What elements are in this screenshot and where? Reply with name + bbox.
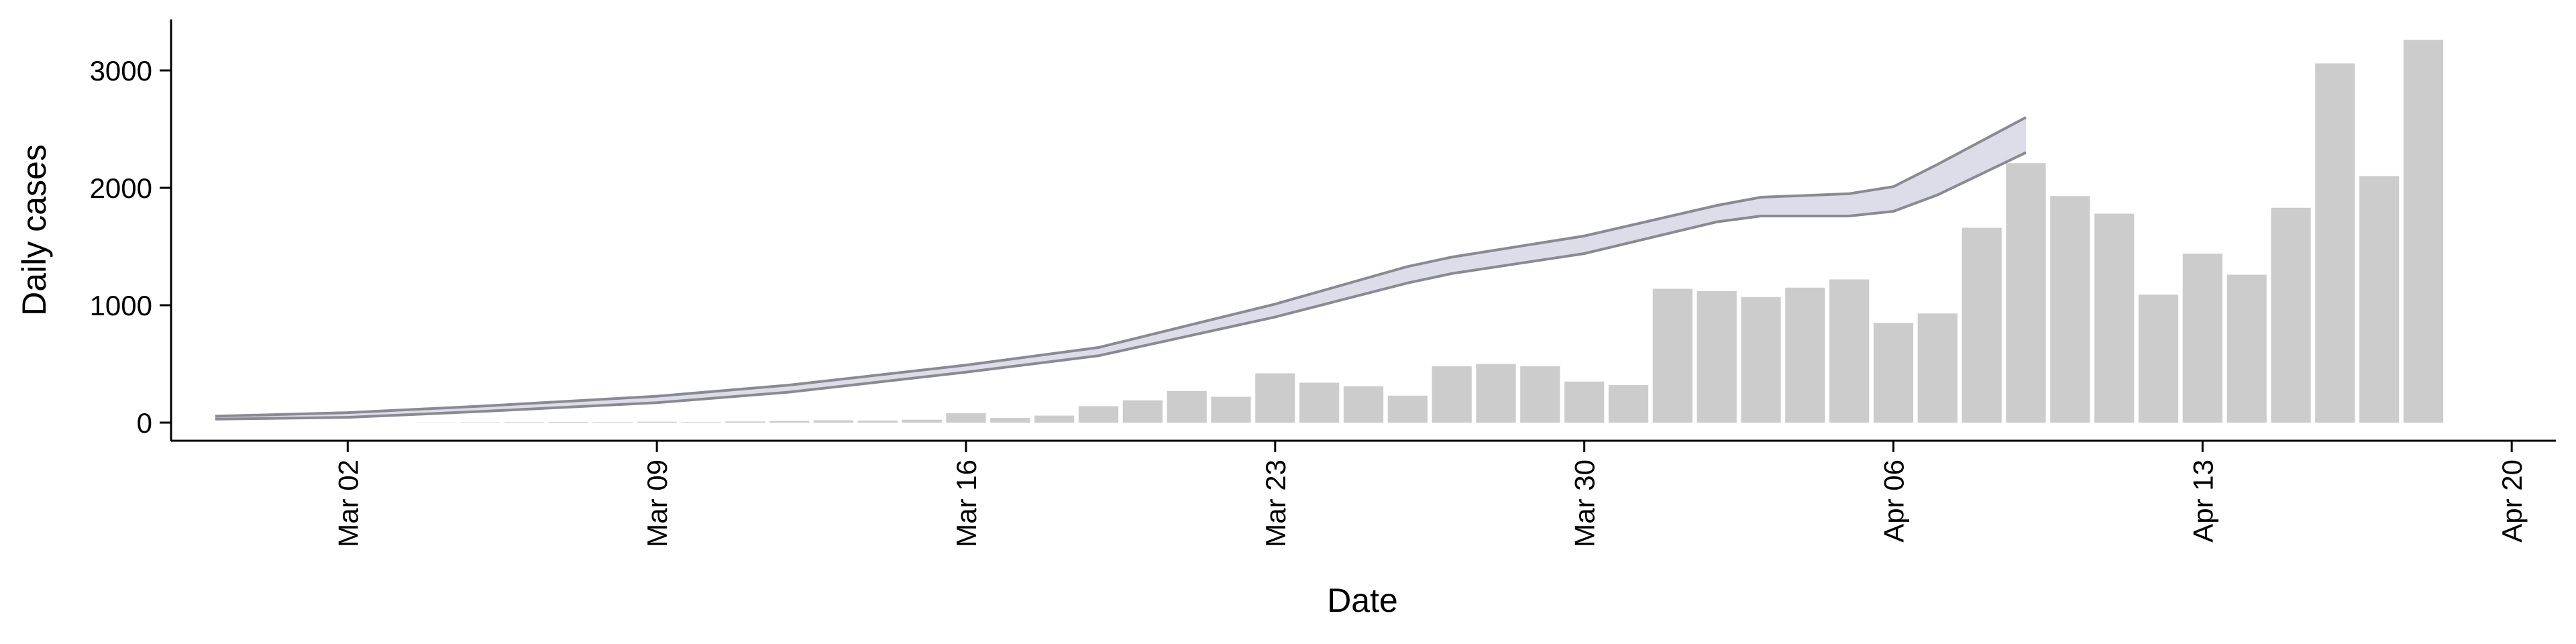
bar <box>1078 406 1119 423</box>
x-tick-label: Mar 16 <box>951 460 982 547</box>
bar <box>1873 323 1914 423</box>
bar <box>1962 227 2002 423</box>
y-tick-label: 0 <box>137 407 152 439</box>
bar <box>2138 294 2179 423</box>
bar <box>1432 366 1472 423</box>
bar <box>1343 386 1384 423</box>
bar <box>769 421 810 423</box>
bar <box>681 422 721 423</box>
bar <box>1387 395 1428 423</box>
bar <box>725 421 765 423</box>
bar <box>1829 279 1870 423</box>
bar <box>2315 63 2355 423</box>
x-tick-label: Mar 30 <box>1569 460 1601 547</box>
y-tick-label: 2000 <box>90 172 152 204</box>
x-tick-label: Mar 02 <box>332 460 364 547</box>
bar <box>1299 382 1340 423</box>
bar <box>1122 400 1163 423</box>
bar <box>2226 274 2267 423</box>
y-tick-label: 1000 <box>90 290 152 321</box>
bar <box>1917 313 1957 423</box>
bar <box>1697 291 1737 423</box>
y-axis-title: Daily cases <box>15 144 53 316</box>
bar <box>2094 213 2135 423</box>
bar <box>1476 364 1516 423</box>
bar <box>857 420 898 423</box>
bar <box>2006 163 2046 423</box>
bar <box>1520 366 1560 423</box>
x-tick-label: Apr 13 <box>2187 460 2218 543</box>
line <box>215 116 2027 418</box>
bar <box>504 422 545 423</box>
bar <box>1034 415 1075 423</box>
bar <box>2182 254 2222 423</box>
x-tick-label: Mar 23 <box>1260 460 1291 547</box>
bar <box>946 413 986 423</box>
x-tick-label: Mar 09 <box>641 460 673 547</box>
bar <box>548 421 589 423</box>
bar <box>592 422 633 423</box>
x-axis-title: Date <box>1327 582 1398 619</box>
bar <box>813 420 854 423</box>
x-tick-label: Apr 06 <box>1878 460 1910 543</box>
line <box>215 151 2027 421</box>
bar <box>1608 385 1649 423</box>
x-tick-label: Apr 20 <box>2496 460 2528 543</box>
bar <box>2050 196 2090 423</box>
bar <box>902 419 942 423</box>
bar <box>1255 373 1295 423</box>
bar <box>2359 176 2400 423</box>
bar <box>990 418 1030 423</box>
bar <box>1785 287 1825 423</box>
bar <box>1652 288 1693 423</box>
y-tick-label: 3000 <box>90 55 152 87</box>
bar <box>2271 207 2311 423</box>
bar <box>2403 40 2444 423</box>
bar <box>1564 381 1605 423</box>
bar <box>1211 396 1251 423</box>
bar <box>1741 297 1781 423</box>
bar <box>1167 390 1207 423</box>
bar <box>637 421 677 423</box>
